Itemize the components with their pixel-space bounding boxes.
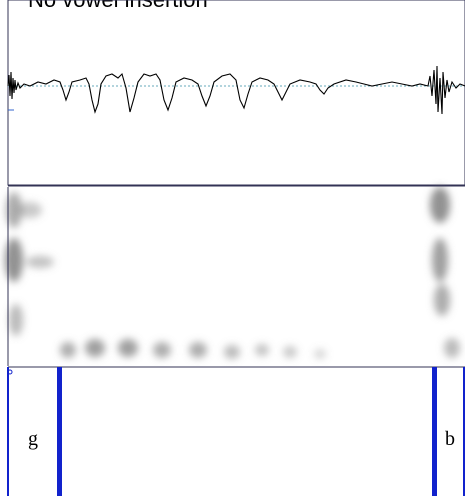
interval-label: g	[28, 428, 38, 450]
spectrogram-bg	[8, 187, 465, 365]
boundary	[57, 367, 62, 496]
interval-label: b	[445, 428, 455, 450]
page: No vowel insertion g b (() => { const da…	[0, 0, 465, 496]
waveform	[8, 66, 465, 114]
figure-title: No vowel insertion	[28, 0, 208, 12]
boundary	[432, 367, 437, 496]
praat-figure: No vowel insertion g b	[0, 0, 465, 496]
waveform-frame	[8, 0, 465, 185]
